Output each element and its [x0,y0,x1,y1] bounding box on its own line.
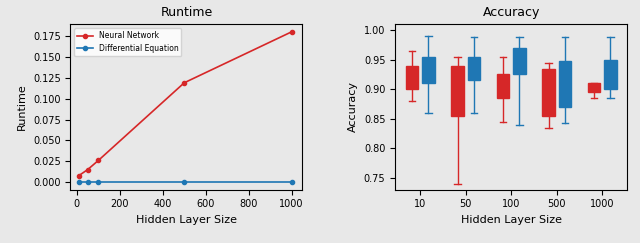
Neural Network [288,30,296,33]
Differential Equation [84,181,92,183]
PathPatch shape [497,74,509,98]
X-axis label: Hidden Layer Size: Hidden Layer Size [136,215,237,225]
Line: Differential Equation: Differential Equation [77,180,294,184]
Neural Network [95,159,102,162]
Legend: Neural Network, Differential Equation: Neural Network, Differential Equation [74,28,182,56]
PathPatch shape [559,61,572,107]
Neural Network [180,81,188,84]
Differential Equation [95,181,102,183]
Line: Neural Network: Neural Network [77,30,294,178]
Differential Equation [180,181,188,183]
Title: Runtime: Runtime [160,6,212,19]
Y-axis label: Runtime: Runtime [17,84,28,130]
X-axis label: Hidden Layer Size: Hidden Layer Size [461,215,562,225]
PathPatch shape [604,60,617,89]
Neural Network [84,168,92,171]
PathPatch shape [406,66,419,89]
Title: Accuracy: Accuracy [483,6,540,19]
PathPatch shape [468,57,480,80]
Differential Equation [75,181,83,183]
Neural Network [75,174,83,177]
PathPatch shape [513,48,525,74]
PathPatch shape [542,69,555,116]
PathPatch shape [451,66,464,116]
Y-axis label: Accuracy: Accuracy [348,81,358,132]
PathPatch shape [422,57,435,83]
PathPatch shape [588,83,600,92]
Differential Equation [288,181,296,183]
